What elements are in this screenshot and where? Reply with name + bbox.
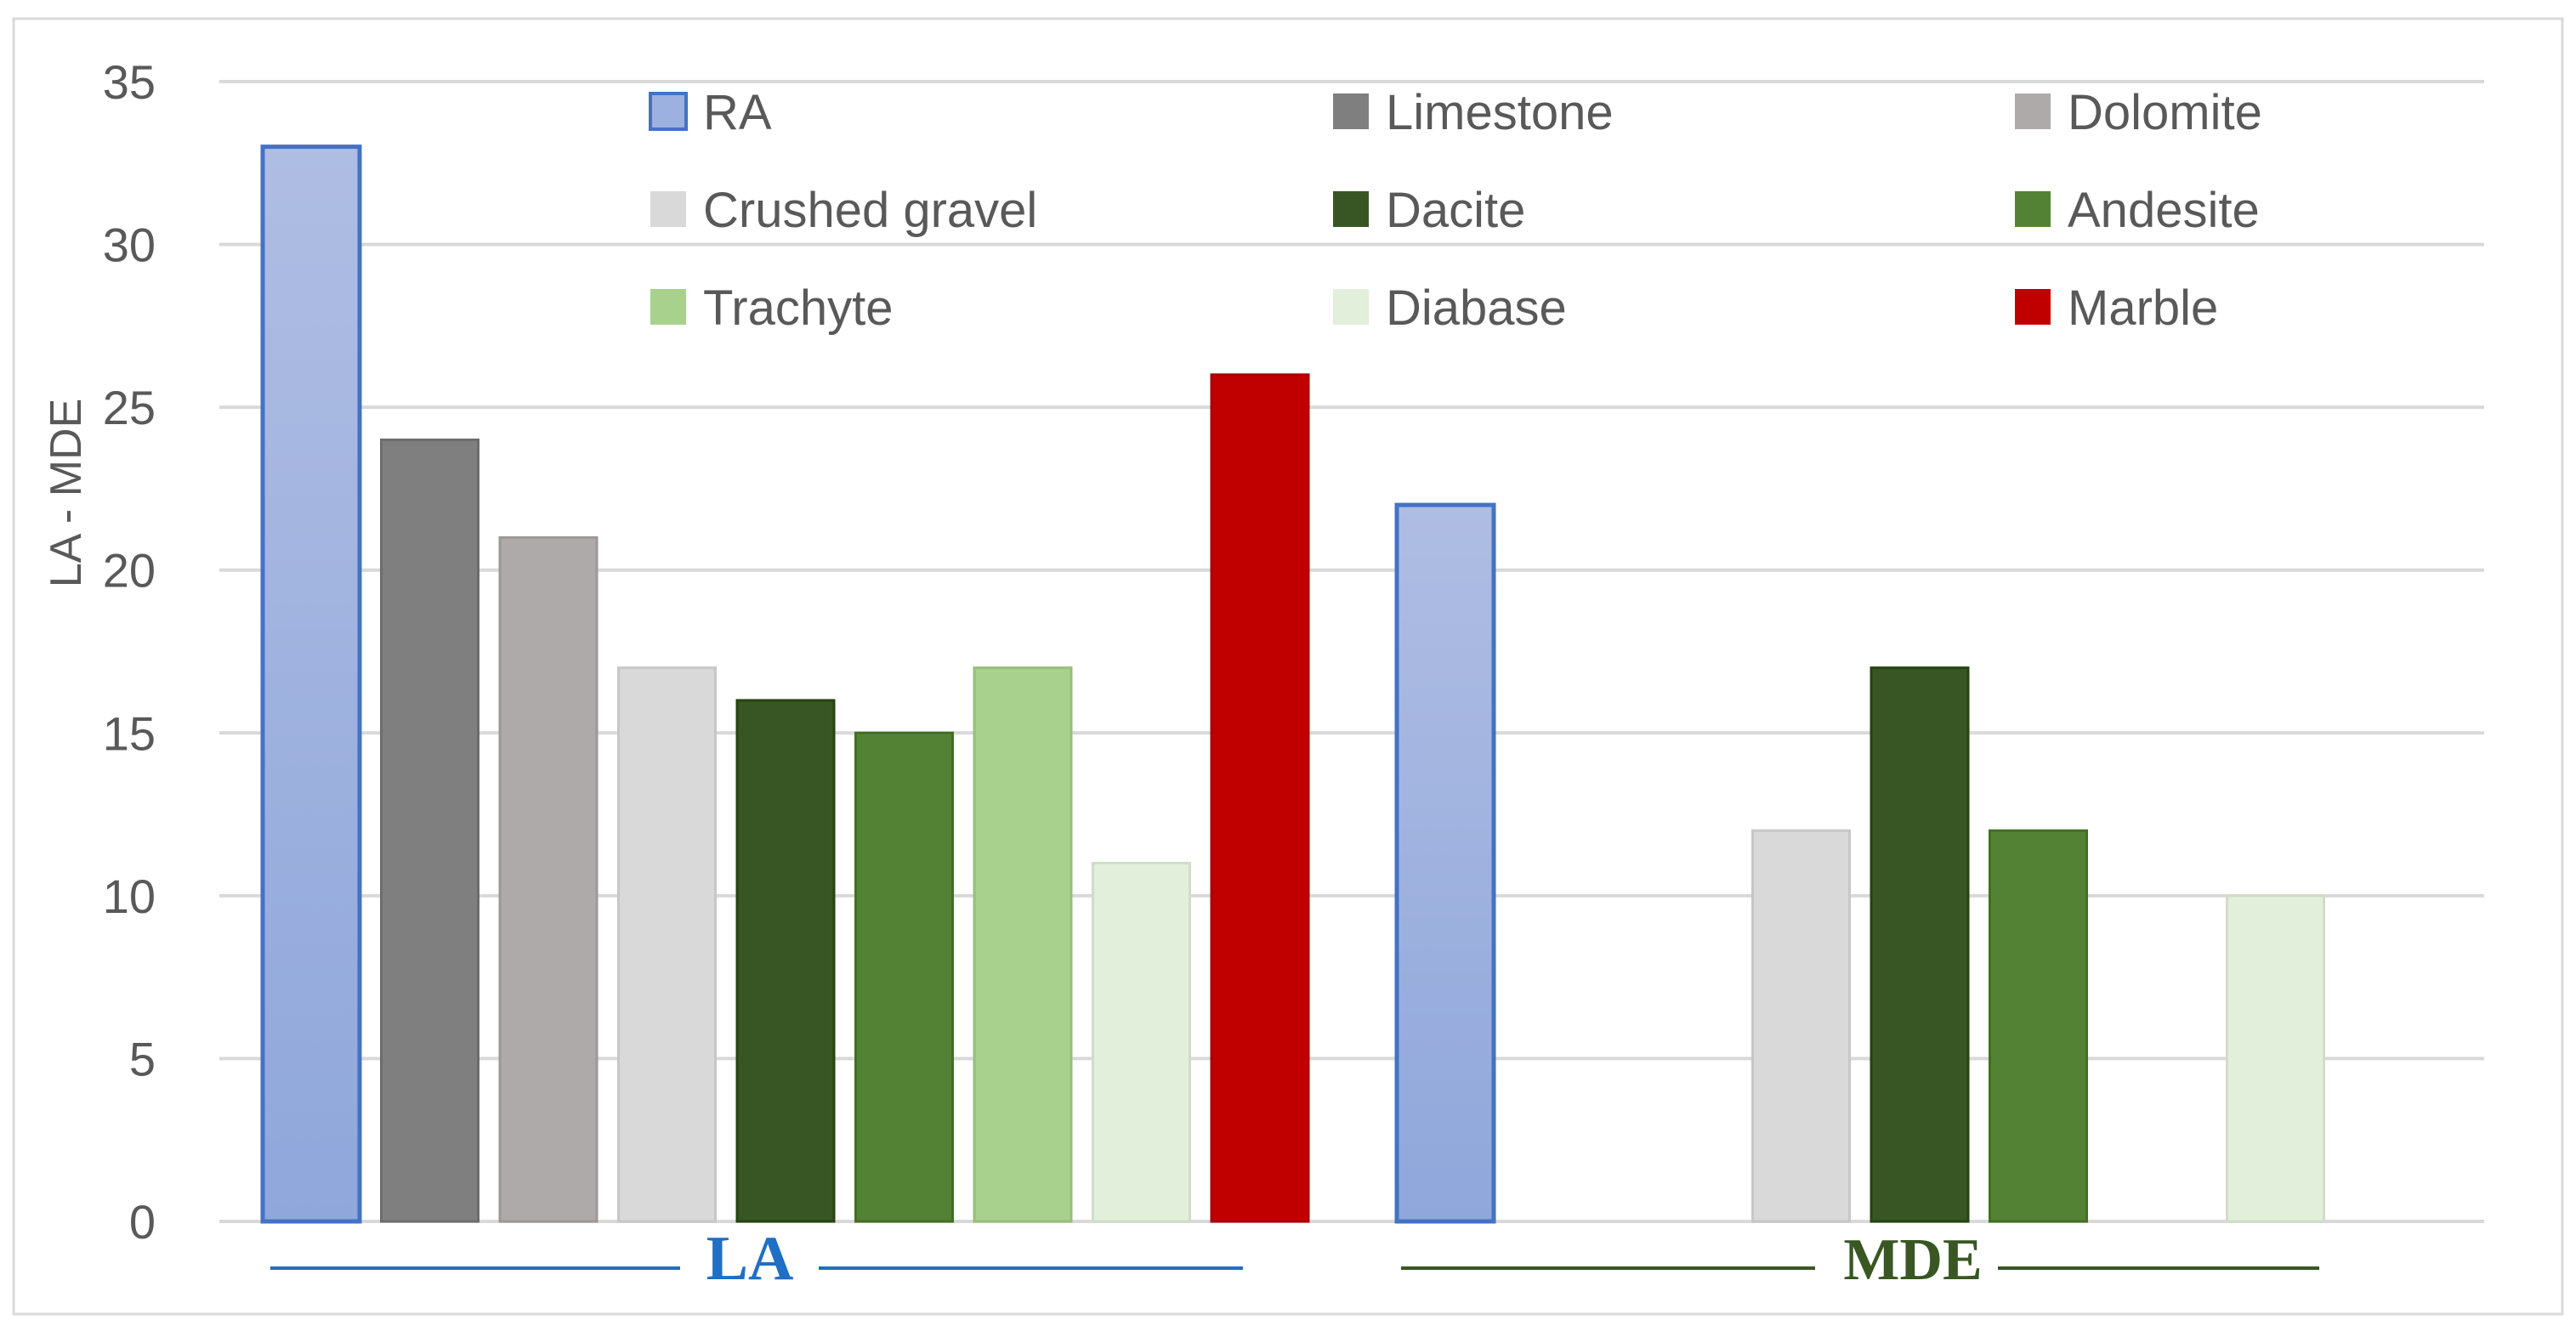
- legend-label-trachyte: Trachyte: [703, 280, 893, 336]
- y-tick-label: 35: [103, 55, 156, 109]
- bar-limestone-la: [380, 438, 479, 1223]
- y-tick-label: 5: [129, 1032, 156, 1085]
- bar-crushed-gravel-la: [617, 666, 717, 1223]
- legend-swatch-crushed-gravel: [650, 191, 686, 227]
- category-label-mde: MDE: [1843, 1227, 1982, 1293]
- bars: [260, 144, 2325, 1224]
- legend-label-andesite: Andesite: [2068, 183, 2260, 238]
- legend-label-diabase: Diabase: [1386, 280, 1567, 336]
- legend-swatch-dolomite: [2015, 93, 2051, 129]
- legend-label-crushed-gravel: Crushed gravel: [703, 183, 1037, 238]
- legend-swatch-andesite: [2015, 191, 2051, 227]
- bar-andesite-mde: [1989, 829, 2088, 1223]
- legend-swatch-marble: [2015, 289, 2051, 325]
- y-axis-label: LA - MDE: [42, 399, 91, 588]
- legend-label-marble: Marble: [2068, 280, 2218, 336]
- bar-diabase-mde: [2226, 894, 2325, 1223]
- legend-swatch-limestone: [1333, 93, 1369, 129]
- legend-label-dolomite: Dolomite: [2068, 85, 2262, 140]
- bar-andesite-la: [854, 731, 954, 1223]
- legend: RA Limestone Dolomite Crushed gravel Dacite A…: [649, 85, 2262, 336]
- legend-swatch-diabase: [1333, 289, 1369, 325]
- y-tick-label: 10: [103, 870, 156, 923]
- bar-trachyte-la: [973, 666, 1073, 1223]
- bar-dacite-la: [735, 699, 836, 1223]
- y-tick-label: 20: [103, 544, 156, 598]
- legend-label-limestone: Limestone: [1386, 85, 1614, 140]
- y-tick-label: 15: [103, 706, 156, 760]
- y-tick-label: 30: [103, 218, 156, 272]
- bar-dolomite-la: [498, 535, 599, 1223]
- legend-swatch-ra: [649, 92, 688, 131]
- y-tick-label: 25: [103, 381, 156, 434]
- bar-crushed-gravel-mde: [1751, 829, 1851, 1223]
- bar-ra-mde: [1394, 502, 1496, 1224]
- category-labels: LA MDE: [270, 1224, 2319, 1294]
- legend-swatch-dacite: [1333, 191, 1369, 227]
- y-tick-label: 0: [129, 1195, 156, 1249]
- bar-dacite-mde: [1870, 666, 1970, 1223]
- legend-label-ra: RA: [703, 85, 772, 140]
- y-axis-ticks: 0 5 10 15 20 25 30 35: [103, 55, 156, 1249]
- bar-diabase-la: [1092, 862, 1191, 1223]
- bar-ra-la: [260, 144, 362, 1224]
- legend-label-dacite: Dacite: [1386, 183, 1525, 238]
- bar-marble-la: [1210, 373, 1310, 1223]
- legend-swatch-trachyte: [650, 289, 686, 325]
- category-label-la: LA: [706, 1224, 794, 1294]
